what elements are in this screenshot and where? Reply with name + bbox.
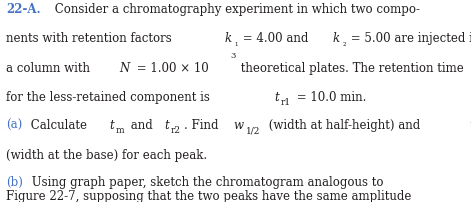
Text: w: w <box>470 119 471 132</box>
Text: Figure 22-7, supposing that the two peaks have the same amplitude: Figure 22-7, supposing that the two peak… <box>6 190 412 202</box>
Text: (b): (b) <box>6 176 23 189</box>
Text: t: t <box>109 119 114 132</box>
Text: for the less-retained component is: for the less-retained component is <box>6 91 214 104</box>
Text: 1/2: 1/2 <box>246 126 260 135</box>
Text: t: t <box>165 119 170 132</box>
Text: 22-A.: 22-A. <box>6 3 41 16</box>
Text: ₂: ₂ <box>342 39 346 48</box>
Text: = 10.0 min.: = 10.0 min. <box>293 91 366 104</box>
Text: nents with retention factors: nents with retention factors <box>6 32 176 45</box>
Text: N: N <box>119 62 130 75</box>
Text: k: k <box>333 32 340 45</box>
Text: and: and <box>127 119 156 132</box>
Text: m: m <box>115 126 124 135</box>
Text: (width at the base) for each peak.: (width at the base) for each peak. <box>6 148 207 162</box>
Text: w: w <box>233 119 243 132</box>
Text: theoretical plates. The retention time: theoretical plates. The retention time <box>237 62 464 75</box>
Text: Using graph paper, sketch the chromatogram analogous to: Using graph paper, sketch the chromatogr… <box>28 176 383 189</box>
Text: = 1.00 × 10: = 1.00 × 10 <box>132 62 208 75</box>
Text: = 5.00 are injected into: = 5.00 are injected into <box>347 32 471 45</box>
Text: a column with: a column with <box>6 62 94 75</box>
Text: (a): (a) <box>6 119 23 132</box>
Text: ₁: ₁ <box>234 39 237 48</box>
Text: r2: r2 <box>171 126 181 135</box>
Text: = 4.00 and: = 4.00 and <box>238 32 312 45</box>
Text: . Find: . Find <box>184 119 222 132</box>
Text: (width at half-height) and: (width at half-height) and <box>265 119 423 132</box>
Text: Calculate: Calculate <box>27 119 91 132</box>
Text: t: t <box>274 91 279 104</box>
Text: k: k <box>225 32 232 45</box>
Text: Consider a chromatography experiment in which two compo-: Consider a chromatography experiment in … <box>51 3 420 16</box>
Text: 3: 3 <box>230 52 236 60</box>
Text: r1: r1 <box>280 98 290 107</box>
